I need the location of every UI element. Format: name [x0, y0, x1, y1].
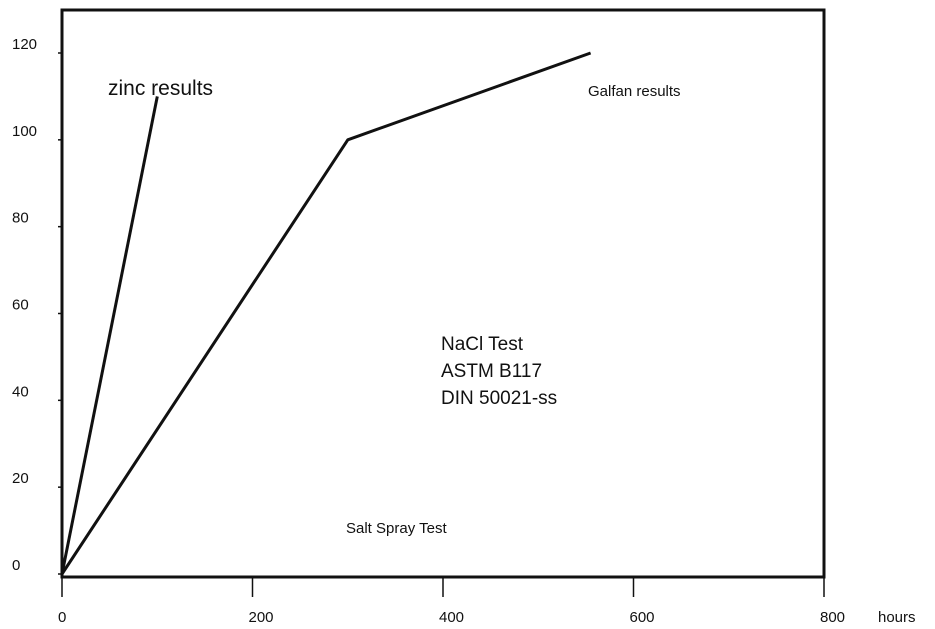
axis-tick-labels: 0 20 40 60 80 100 120 0 200 400 600 800: [12, 36, 845, 626]
y-tick-label: 40: [12, 383, 29, 400]
x-tick-label: 0: [58, 609, 66, 626]
y-tick-label: 100: [12, 123, 37, 140]
series-line-zinc: [60, 96, 159, 575]
annotation-test-line-1: NaCl Test: [441, 334, 524, 355]
y-tick-label: 120: [12, 36, 37, 53]
y-tick-label: 0: [12, 557, 20, 574]
y-tick-label: 80: [12, 210, 29, 227]
y-tick-label: 60: [12, 297, 29, 314]
series-line-galfan: [60, 51, 592, 575]
annotation-test-line-3: DIN 50021-ss: [441, 388, 557, 409]
annotation-caption: Salt Spray Test: [346, 520, 447, 537]
x-tick-label: 400: [439, 609, 464, 626]
axis-ticks: [58, 52, 825, 597]
x-tick-label: 600: [630, 609, 655, 626]
x-tick-label: 200: [249, 609, 274, 626]
x-tick-label: 800: [820, 609, 845, 626]
y-tick-label: 20: [12, 470, 29, 487]
series-label-galfan: Galfan results: [588, 83, 681, 100]
series-lines: [60, 51, 592, 575]
annotation-test-line-2: ASTM B117: [441, 361, 542, 382]
x-axis-unit-label: hours: [878, 609, 916, 626]
series-label-zinc: zinc results: [108, 77, 213, 100]
